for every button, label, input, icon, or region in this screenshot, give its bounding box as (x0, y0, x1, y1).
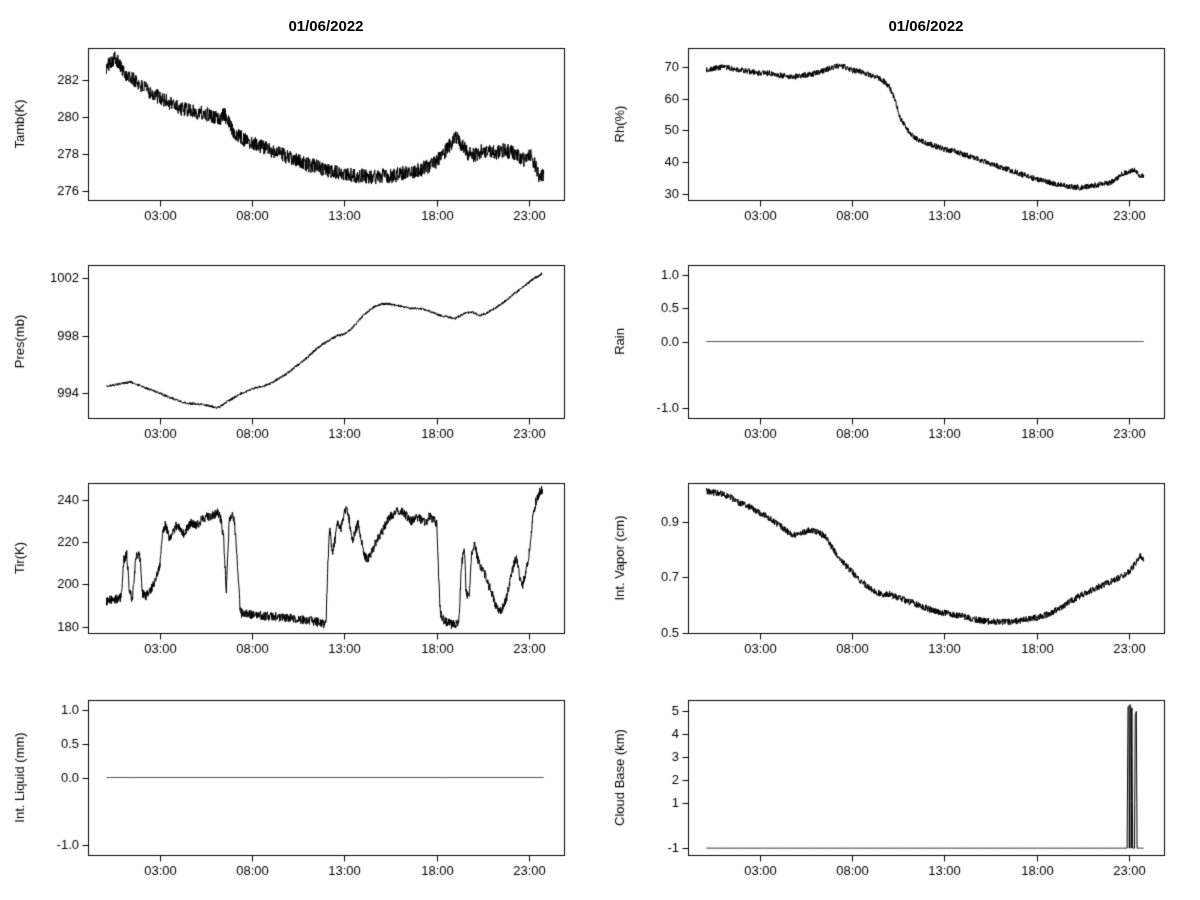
int-vapor-line-chart (600, 450, 1200, 675)
panel-rain (600, 225, 1200, 450)
panel-tir (0, 450, 600, 675)
panel-tamb: 01/06/2022 (0, 0, 600, 225)
panel-pres (0, 225, 600, 450)
rh-line-chart (600, 0, 1200, 225)
tir-line-chart (0, 450, 600, 675)
int-liquid-line-chart (0, 675, 600, 900)
rain-line-chart (600, 225, 1200, 450)
panel-liquid (0, 675, 600, 900)
pressure-line-chart (0, 225, 600, 450)
panel-rh: 01/06/2022 (600, 0, 1200, 225)
cloud-base-line-chart (600, 675, 1200, 900)
panel-vapor (600, 450, 1200, 675)
panel-cloudbase (600, 675, 1200, 900)
tamb-line-chart (0, 0, 600, 225)
